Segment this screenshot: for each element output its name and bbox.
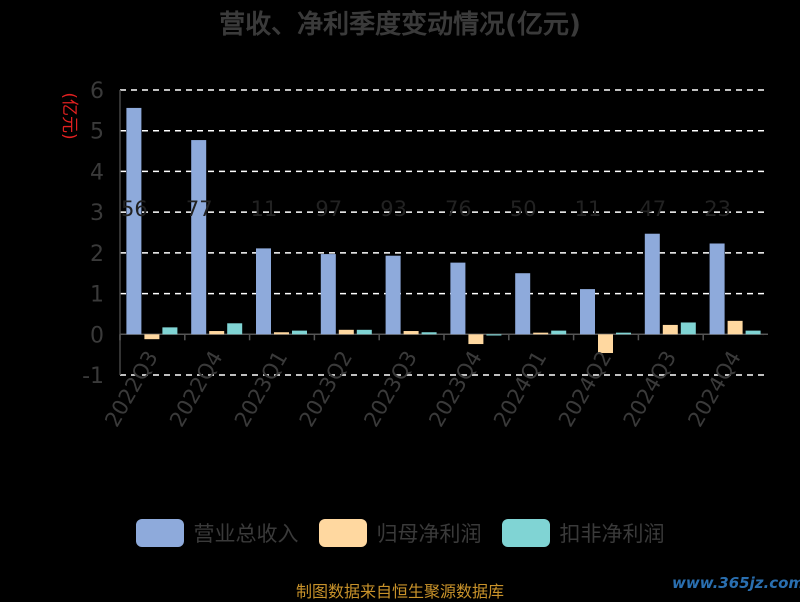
bar-net-profit: [533, 332, 549, 335]
y-axis-label: (亿元): [59, 92, 79, 139]
x-tick-label: 2022Q3: [100, 347, 162, 431]
bar-deducted-profit: [486, 334, 502, 336]
data-label: 76: [445, 197, 472, 221]
legend-label-deducted-profit: 扣非净利润: [559, 522, 665, 546]
bar-revenue: [126, 107, 142, 335]
y-tick-label: 3: [90, 201, 104, 226]
bar-net-profit: [338, 329, 354, 335]
legend-label-revenue: 营业总收入: [193, 522, 299, 546]
watermark: www.365jz.com: [672, 574, 800, 592]
data-label: 11: [575, 197, 602, 221]
y-tick-label: 5: [90, 120, 104, 145]
bar-net-profit: [598, 334, 613, 354]
legend-swatch-revenue: [135, 519, 184, 547]
y-tick-label: 2: [90, 242, 104, 267]
x-tick-label: 2024Q4: [683, 347, 745, 431]
x-tick-label: 2023Q3: [359, 347, 421, 431]
bar-revenue: [385, 255, 401, 335]
bar-revenue: [709, 243, 725, 335]
bar-revenue: [191, 140, 207, 335]
source-note: 制图数据来自恒生聚源数据库: [295, 582, 504, 601]
bar-deducted-profit: [680, 322, 696, 335]
data-label: 23: [704, 197, 731, 221]
bar-net-profit: [727, 320, 743, 335]
data-label: 11: [251, 197, 278, 221]
legend-label-net-profit: 归母净利润: [376, 522, 482, 546]
bar-net-profit: [468, 334, 484, 345]
bar-net-profit: [403, 331, 419, 335]
bar-net-profit: [144, 334, 160, 340]
bar-deducted-profit: [551, 330, 567, 335]
bar-revenue: [320, 254, 336, 335]
y-tick-label: -1: [82, 364, 104, 389]
legend-item-deducted-profit[interactable]: 扣非净利润: [501, 518, 665, 548]
bar-deducted-profit: [356, 329, 372, 335]
y-tick-label: 6: [90, 79, 104, 104]
data-label: 97: [315, 197, 342, 221]
x-tick-label: 2023Q1: [230, 347, 292, 431]
bar-deducted-profit: [421, 332, 437, 335]
x-tick-label: 2023Q4: [424, 347, 486, 431]
data-label: 50: [510, 197, 537, 221]
legend-item-net-profit[interactable]: 归母净利润: [318, 518, 482, 548]
bar-revenue: [644, 233, 660, 335]
bar-deducted-profit: [745, 330, 761, 335]
legend-item-revenue[interactable]: 营业总收入: [135, 518, 299, 548]
data-label: 77: [186, 197, 213, 221]
bar-deducted-profit: [292, 330, 307, 335]
bar-net-profit: [209, 331, 225, 335]
data-label: 56: [121, 197, 148, 221]
bar-net-profit: [662, 324, 678, 335]
y-tick-label: 4: [90, 160, 104, 185]
bar-revenue: [256, 248, 271, 335]
bar-net-profit: [274, 332, 289, 335]
legend-swatch-net-profit: [318, 519, 367, 547]
bar-revenue: [580, 289, 595, 335]
data-label: 93: [380, 197, 407, 221]
legend-swatch-deducted-profit: [501, 519, 550, 547]
bar-revenue: [515, 273, 531, 335]
x-tick-label: 2022Q4: [165, 347, 227, 431]
x-tick-label: 2024Q2: [554, 347, 616, 431]
chart-title: 营收、净利季度变动情况(亿元): [219, 10, 581, 40]
y-tick-label: 0: [90, 323, 104, 348]
bar-deducted-profit: [162, 327, 178, 335]
legend: 营业总收入 归母净利润 扣非净利润: [0, 518, 800, 548]
bar-deducted-profit: [616, 332, 631, 335]
x-tick-label: 2023Q2: [295, 347, 357, 431]
data-label: 47: [639, 197, 666, 221]
x-tick-label: 2024Q3: [619, 347, 681, 431]
bar-deducted-profit: [227, 323, 243, 335]
bar-revenue: [450, 262, 466, 335]
y-tick-label: 1: [90, 283, 104, 308]
x-tick-label: 2024Q1: [489, 347, 551, 431]
